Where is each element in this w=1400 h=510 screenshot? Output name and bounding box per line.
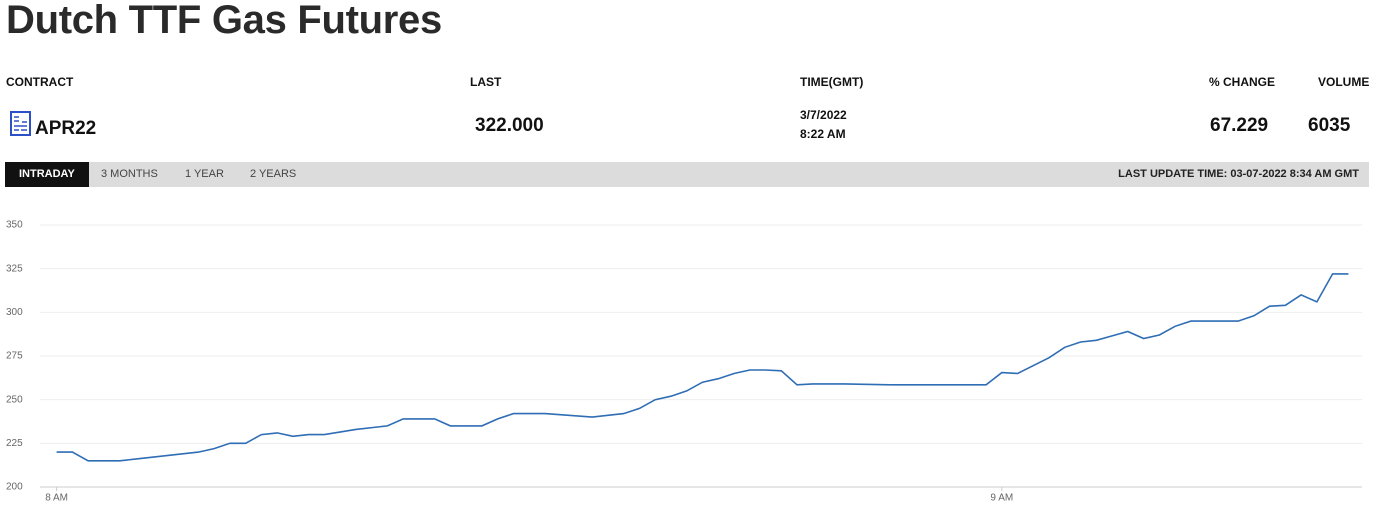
contract-icon <box>10 111 31 136</box>
y-tick-label: 325 <box>6 263 23 274</box>
x-tick-label: 8 AM <box>45 493 68 504</box>
last-update: LAST UPDATE TIME: 03-07-2022 8:34 AM GMT <box>1118 168 1359 180</box>
y-tick-label: 350 <box>6 220 23 231</box>
tab[interactable]: 1 YEAR <box>185 168 224 180</box>
time-date: 3/7/2022 <box>800 108 847 122</box>
percent-change: 67.229 <box>1210 115 1269 136</box>
y-tick-label: 225 <box>6 438 23 449</box>
column-header: CONTRACT <box>6 75 74 89</box>
volume: 6035 <box>1308 115 1351 136</box>
y-tick-label: 250 <box>6 394 23 405</box>
y-tick-label: 275 <box>6 351 23 362</box>
tab[interactable]: INTRADAY <box>5 162 89 187</box>
page-title: Dutch TTF Gas Futures <box>6 0 442 42</box>
y-tick-label: 300 <box>6 307 23 318</box>
contract[interactable]: APR22 <box>35 118 97 139</box>
tab[interactable]: 2 YEARS <box>250 168 297 180</box>
last-price: 322.000 <box>475 115 544 136</box>
tab[interactable]: 3 MONTHS <box>101 168 158 180</box>
y-tick-label: 200 <box>6 482 23 493</box>
column-header: LAST <box>470 75 502 89</box>
chart: 200 225 250 275 300 325 350 8 AM 9 AM <box>6 220 1362 504</box>
x-tick-label: 9 AM <box>990 493 1013 504</box>
column-header: TIME(GMT) <box>800 75 864 89</box>
column-header: % CHANGE <box>1209 75 1276 89</box>
column-header: VOLUME <box>1318 75 1370 89</box>
price-line <box>56 273 1349 462</box>
tab-bar: INTRADAY 3 MONTHS 1 YEAR 2 YEARS LAST UP… <box>5 162 1369 187</box>
time-clock: 8:22 AM <box>800 127 846 141</box>
